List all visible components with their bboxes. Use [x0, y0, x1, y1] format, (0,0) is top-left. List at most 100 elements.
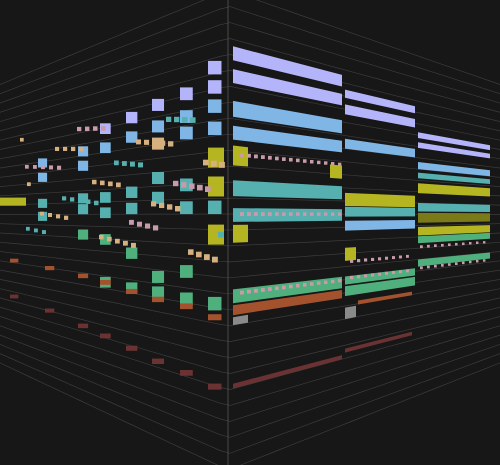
note-square [78, 229, 89, 240]
grid-line [0, 241, 500, 263]
note-square [317, 212, 321, 216]
note-dot [116, 182, 121, 188]
note-square [448, 263, 451, 266]
note-square [38, 211, 48, 221]
note-square [268, 287, 272, 291]
note-band [233, 224, 248, 243]
note-dot [145, 223, 151, 229]
note-dot [115, 238, 120, 244]
note-square [310, 160, 314, 164]
note-dot [152, 140, 158, 146]
note-dot [218, 231, 224, 238]
note-square [208, 296, 222, 311]
note-square [126, 186, 138, 198]
note-square [275, 212, 279, 216]
note-square [303, 159, 307, 163]
note-band [345, 89, 415, 114]
note-dot [114, 160, 119, 166]
note-square [462, 242, 465, 246]
grid-line [0, 334, 500, 422]
note-square [441, 243, 444, 247]
note-square [420, 266, 423, 270]
note-square [126, 111, 138, 124]
note-band [233, 290, 342, 316]
note-dot [189, 183, 195, 189]
note-band [418, 132, 490, 151]
note-square [126, 282, 138, 294]
note-square [152, 270, 165, 283]
note-dot [100, 180, 105, 186]
note-square [100, 333, 111, 339]
note-square [208, 200, 222, 215]
note-dot [174, 116, 180, 123]
note-square [371, 273, 375, 277]
note-band [418, 225, 490, 236]
note-dot [42, 230, 46, 235]
note-square [247, 289, 251, 294]
note-square [282, 212, 286, 216]
note-square [350, 259, 354, 263]
note-square [331, 162, 335, 166]
note-band [418, 252, 490, 267]
note-square [364, 258, 368, 262]
note-band [418, 142, 490, 159]
note-square [317, 160, 321, 165]
note-band [345, 192, 415, 208]
note-square [399, 255, 402, 259]
note-square [296, 212, 300, 216]
note-dot [33, 165, 37, 169]
note-square [385, 256, 389, 260]
note-square [338, 162, 342, 167]
note-dot [99, 234, 104, 240]
note-band [345, 268, 415, 285]
note-square [38, 158, 48, 168]
note-dot [20, 137, 24, 142]
note-square [240, 290, 244, 295]
note-dot [212, 256, 218, 263]
note-square [378, 257, 382, 261]
note-square [100, 280, 111, 285]
note-band [418, 162, 490, 177]
note-square [406, 254, 409, 258]
note-square [427, 265, 430, 269]
note-dot [181, 182, 187, 188]
note-square [126, 345, 138, 351]
note-square [289, 212, 293, 216]
note-dot [71, 146, 76, 152]
note-square [247, 212, 251, 216]
note-square [208, 121, 222, 136]
note-dot [138, 162, 144, 168]
note-square [289, 157, 293, 162]
note-square [208, 60, 222, 75]
grid-line [0, 343, 500, 438]
note-square [434, 244, 437, 248]
note-dot [197, 184, 203, 191]
note-dot [77, 126, 82, 132]
note-square [371, 257, 375, 262]
note-square [254, 212, 258, 216]
note-dot [144, 139, 150, 145]
note-band [418, 232, 490, 244]
grid-line [0, 117, 500, 160]
note-square [289, 284, 293, 289]
grid-line [0, 86, 500, 141]
note-dot [70, 197, 75, 202]
note-square [357, 259, 361, 263]
note-square [208, 80, 222, 94]
note-band [345, 331, 412, 353]
note-dot [130, 161, 135, 167]
note-square [126, 202, 138, 215]
note-square [317, 281, 321, 285]
note-band [358, 291, 412, 305]
note-square [10, 258, 19, 263]
note-band [345, 206, 415, 217]
note-square [45, 308, 55, 313]
note-square [483, 241, 486, 244]
grid-line [0, 325, 500, 406]
note-square [78, 146, 89, 157]
note-square [208, 224, 224, 245]
note-square [476, 241, 479, 244]
note-square [427, 244, 430, 248]
note-square [441, 264, 444, 267]
